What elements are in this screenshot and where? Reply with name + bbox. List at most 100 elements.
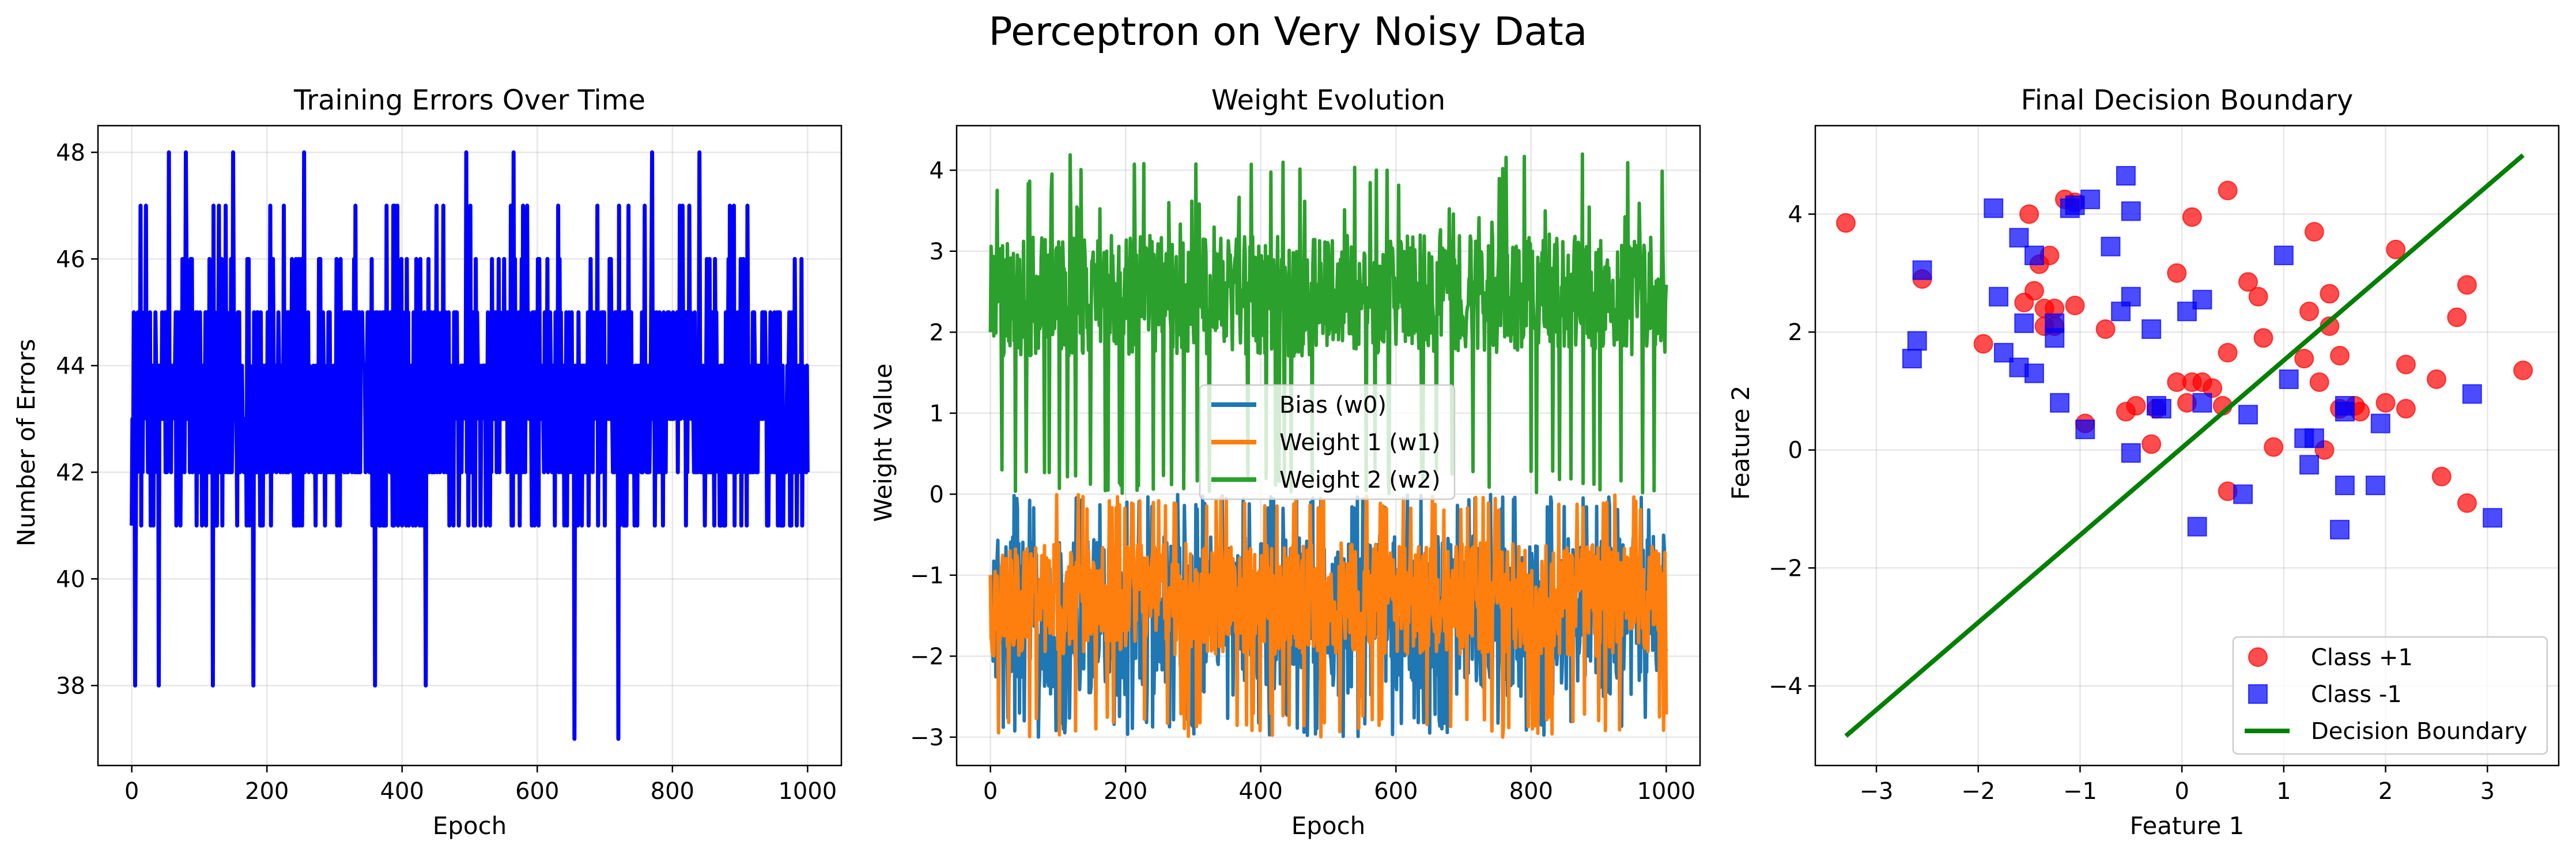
training-errors-title: Training Errors Over Time (293, 84, 645, 116)
class-pos-point (2141, 434, 2162, 454)
class-neg-point (2192, 289, 2212, 310)
class-neg-point (2024, 363, 2044, 383)
class-neg-point (2238, 405, 2258, 425)
class-neg-point (1989, 286, 2009, 307)
y-tick-label: 46 (56, 246, 85, 273)
training-errors-xlabel: Epoch (433, 812, 507, 840)
decision-boundary-panel: Final Decision Boundary Feature 1 Featur… (1727, 84, 2560, 840)
legend-class-pos-label: Class +1 (2311, 644, 2413, 671)
weight-evolution-legend-box (1199, 384, 1456, 500)
class-neg-point (2192, 393, 2212, 413)
class-neg-point (2121, 443, 2141, 463)
decision-boundary-ylabel: Feature 2 (1727, 386, 1755, 500)
class-pos-point (2447, 307, 2467, 327)
errors-series-line (130, 150, 810, 741)
decision-boundary-legend: Class +1 Class -1 Decision Boundary (2232, 636, 2548, 755)
y-tick-label: 44 (56, 353, 85, 379)
class-neg-point (2273, 246, 2294, 266)
legend-bias-label: Bias (w0) (1279, 392, 1387, 418)
y-tick-label: −3 (910, 725, 944, 751)
x-tick-label: 0 (983, 778, 998, 805)
x-tick-label: 2 (2378, 778, 2393, 805)
y-tick-label: 2 (930, 319, 944, 346)
x-tick-label: 800 (1509, 778, 1553, 805)
class-neg-point (2462, 384, 2482, 404)
legend-class-pos-swatch (2248, 647, 2268, 667)
legend-w2-label: Weight 2 (w2) (1279, 467, 1441, 493)
class-neg-point (2335, 476, 2355, 496)
class-pos-point (2264, 437, 2284, 457)
w1-series-line (988, 493, 1668, 739)
weight-evolution-xlabel: Epoch (1291, 812, 1366, 840)
class-neg-point (2279, 369, 2299, 389)
class-neg-point (1984, 198, 2004, 218)
y-tick-label: −4 (1769, 673, 1803, 700)
weight-evolution-ticks: 0 200 400 600 800 1000 −3 −2 −1 0 1 2 3 4 (910, 157, 1695, 805)
y-tick-label: −1 (910, 563, 944, 589)
class-pos-point (2330, 345, 2350, 365)
weight-evolution-frame (955, 125, 1701, 767)
y-tick-label: 42 (56, 459, 85, 486)
class-pos-point (1973, 334, 1993, 354)
y-tick-label: 0 (930, 481, 944, 508)
class-pos-point (2320, 284, 2340, 304)
class-neg-point (2299, 455, 2320, 475)
x-tick-label: 1 (2276, 778, 2291, 805)
x-tick-label: 800 (651, 778, 694, 805)
weight-evolution-panel: Weight Evolution Epoch Weight Value 0 200… (869, 84, 1701, 840)
class-pos-point (2126, 395, 2146, 416)
decision-boundary-line (1844, 153, 2525, 738)
class-neg-point (2141, 319, 2162, 339)
class-pos-point (2248, 286, 2268, 307)
class-pos-point (2457, 275, 2477, 295)
class-neg-point (2365, 476, 2385, 496)
class-pos-point (2396, 399, 2416, 419)
y-tick-label: 1 (930, 401, 944, 427)
legend-boundary-label: Decision Boundary (2311, 718, 2528, 745)
class-neg-point (2483, 508, 2503, 528)
class-neg-point (2080, 189, 2101, 209)
class-neg-point (2101, 236, 2121, 257)
class-neg-point (2187, 516, 2207, 537)
class-neg-point (2009, 228, 2029, 248)
class-pos-point (2304, 222, 2324, 242)
x-tick-label: −2 (1961, 778, 1995, 805)
class-pos-point (2294, 349, 2314, 369)
class-neg-point (2014, 313, 2034, 333)
class-pos-point (2095, 319, 2116, 339)
decision-boundary-legend-box (2232, 636, 2548, 755)
legend-w1-label: Weight 1 (w1) (1279, 429, 1441, 456)
y-tick-label: −2 (910, 643, 944, 670)
class-pos-point (2396, 355, 2416, 375)
training-errors-frame (97, 125, 843, 767)
weight-evolution-title: Weight Evolution (1211, 84, 1445, 116)
y-tick-label: 4 (1788, 201, 1803, 228)
class-neg-point (2233, 484, 2253, 504)
decision-boundary-frame (1814, 125, 2560, 767)
weight-evolution-plot (988, 152, 1668, 739)
x-tick-label: −1 (2063, 778, 2097, 805)
class-pos-point (2203, 378, 2223, 398)
y-tick-label: 2 (1788, 319, 1803, 346)
class-pos-point (2019, 204, 2039, 224)
class-neg-point (2121, 201, 2141, 221)
class-neg-point (1902, 349, 1922, 369)
class-neg-point (2330, 519, 2350, 540)
class-pos-point (2024, 281, 2044, 301)
class-neg-point (2116, 165, 2136, 186)
class-neg-point (2050, 393, 2070, 413)
class-neg-point (1993, 342, 2014, 363)
legend-class-neg-label: Class -1 (2311, 681, 2402, 708)
weight-evolution-legend: Bias (w0) Weight 1 (w1) Weight 2 (w2) (1199, 384, 1456, 500)
y-tick-label: 0 (1788, 438, 1803, 464)
training-errors-plot (130, 150, 810, 741)
class-pos-point (2375, 393, 2396, 413)
legend-class-neg-swatch (2248, 684, 2268, 704)
x-tick-label: 400 (1239, 778, 1283, 805)
class-pos-point (2386, 239, 2406, 259)
class-pos-point (2431, 466, 2452, 487)
training-errors-ticks: 0 200 400 600 800 1000 38 40 42 44 46 48 (56, 139, 837, 805)
class-pos-point (1836, 213, 1856, 233)
class-neg-point (2024, 246, 2044, 266)
x-tick-label: 1000 (778, 778, 837, 805)
